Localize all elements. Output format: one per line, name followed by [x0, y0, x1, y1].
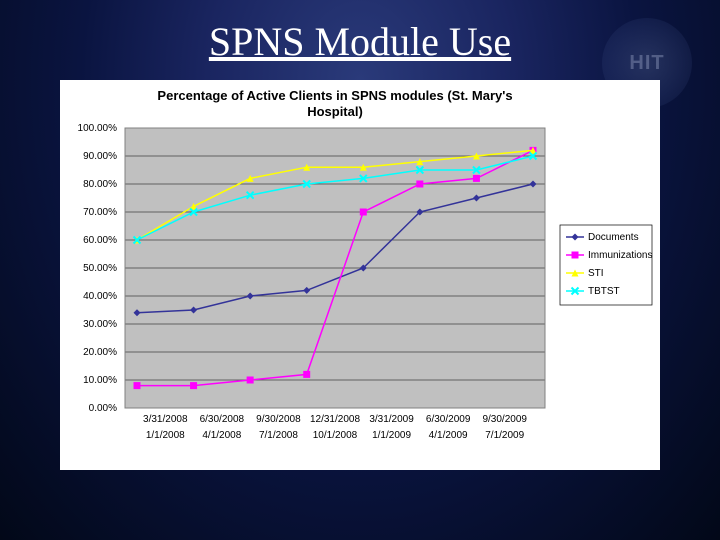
x-tick-label: 3/31/2008 — [143, 414, 188, 425]
x-tick-label: 3/31/2009 — [369, 414, 414, 425]
x-tick-label-secondary: 4/1/2008 — [202, 430, 241, 441]
legend-label: TBTST — [588, 286, 620, 297]
marker-square — [247, 377, 254, 384]
y-tick-label: 0.00% — [89, 403, 117, 414]
x-tick-label-secondary: 7/1/2008 — [259, 430, 298, 441]
chart-svg: Percentage of Active Clients in SPNS mod… — [60, 80, 660, 470]
legend-label: Immunizations — [588, 250, 652, 261]
y-tick-label: 90.00% — [83, 151, 117, 162]
y-tick-label: 40.00% — [83, 291, 117, 302]
x-tick-label: 6/30/2009 — [426, 414, 471, 425]
marker-square — [416, 181, 423, 188]
x-tick-label-secondary: 7/1/2009 — [485, 430, 524, 441]
slide-title: SPNS Module Use — [0, 18, 720, 65]
legend-label: Documents — [588, 232, 639, 243]
marker-square — [473, 175, 480, 182]
marker-square — [303, 371, 310, 378]
y-tick-label: 50.00% — [83, 263, 117, 274]
x-tick-label-secondary: 4/1/2009 — [429, 430, 468, 441]
chart-title-line2: Hospital) — [307, 104, 363, 119]
marker-square — [190, 382, 197, 389]
x-tick-label-secondary: 10/1/2008 — [313, 430, 358, 441]
chart-container: Percentage of Active Clients in SPNS mod… — [60, 80, 660, 470]
x-tick-label: 6/30/2008 — [200, 414, 245, 425]
x-tick-label-secondary: 1/1/2009 — [372, 430, 411, 441]
legend-label: STI — [588, 268, 604, 279]
chart-title-line1: Percentage of Active Clients in SPNS mod… — [157, 88, 512, 103]
y-tick-label: 70.00% — [83, 207, 117, 218]
y-tick-label: 60.00% — [83, 235, 117, 246]
x-tick-label: 9/30/2008 — [256, 414, 301, 425]
y-tick-label: 30.00% — [83, 319, 117, 330]
x-tick-label: 9/30/2009 — [482, 414, 527, 425]
x-tick-label-secondary: 1/1/2008 — [146, 430, 185, 441]
slide-root: HIT SPNS Module Use Percentage of Active… — [0, 0, 720, 540]
y-tick-label: 80.00% — [83, 179, 117, 190]
marker-square — [572, 252, 579, 259]
y-tick-label: 100.00% — [78, 123, 118, 134]
marker-square — [360, 209, 367, 216]
y-tick-label: 10.00% — [83, 375, 117, 386]
marker-square — [134, 382, 141, 389]
y-tick-label: 20.00% — [83, 347, 117, 358]
x-tick-label: 12/31/2008 — [310, 414, 360, 425]
